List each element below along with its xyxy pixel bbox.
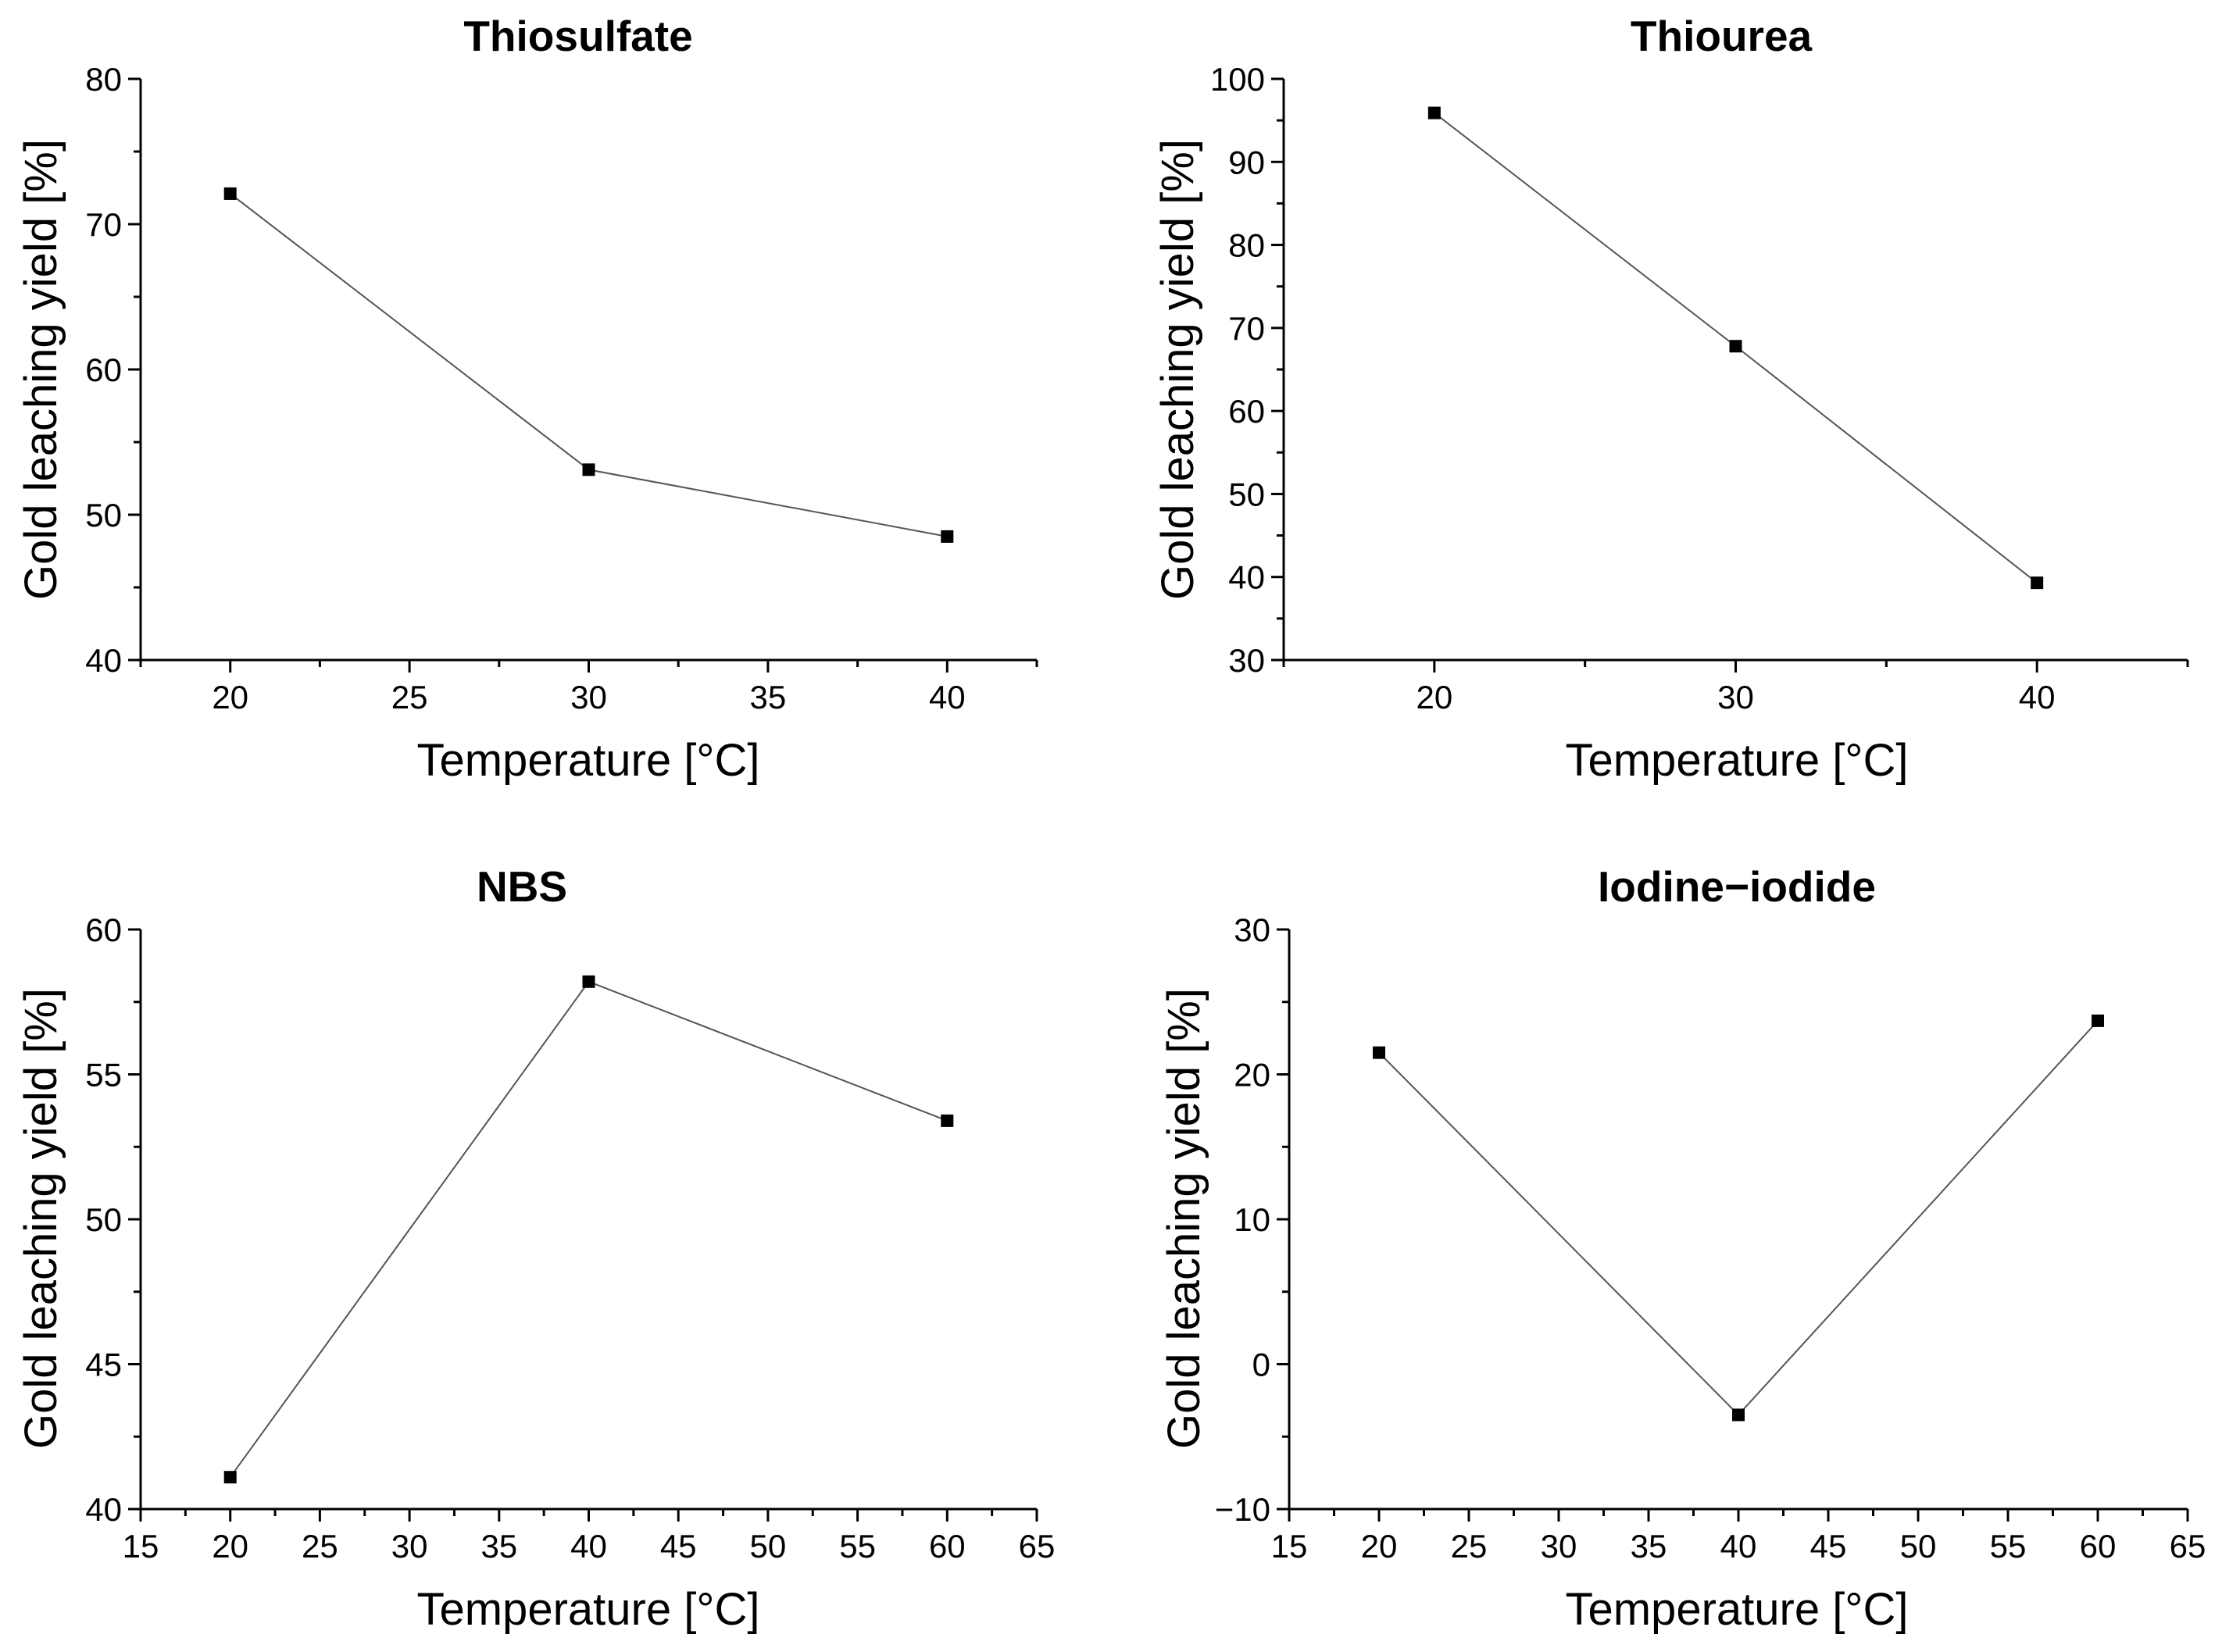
x-tick-label: 60 <box>2080 1528 2117 1565</box>
x-tick-label: 50 <box>750 1528 787 1565</box>
y-tick-label: 70 <box>85 206 122 243</box>
y-tick-label: 20 <box>1234 1057 1270 1094</box>
data-point <box>223 1471 237 1484</box>
panel-nbs: NBS Gold leaching yield [%] Temperature … <box>16 862 1055 1635</box>
x-tick-label: 35 <box>481 1528 517 1565</box>
x-axis-label: Temperature [°C] <box>1565 1584 1908 1635</box>
y-tick-label: 80 <box>85 61 122 98</box>
y-tick-label: 40 <box>85 1491 122 1528</box>
x-axis-label: Temperature [°C] <box>1565 735 1908 786</box>
data-point <box>1732 1408 1745 1422</box>
x-tick-label: 40 <box>929 679 966 715</box>
x-tick-label: 45 <box>1810 1528 1847 1565</box>
x-tick-label: 20 <box>212 1528 248 1565</box>
chart-title: Thiosulfate <box>463 12 692 60</box>
x-tick-label: 20 <box>212 679 248 715</box>
y-axis-label: Gold leaching yield [%] <box>16 139 66 600</box>
x-tick-label: 15 <box>1271 1528 1308 1565</box>
y-tick-label: 60 <box>1228 393 1265 430</box>
y-tick-label: 100 <box>1210 61 1265 98</box>
y-tick-label: 90 <box>1228 144 1265 180</box>
x-tick-label: 15 <box>123 1528 159 1565</box>
data-point <box>1427 106 1441 120</box>
y-tick-label: 60 <box>85 351 122 388</box>
y-axis-label: Gold leaching yield [%] <box>1159 988 1209 1449</box>
x-tick-label: 55 <box>839 1528 876 1565</box>
x-tick-label: 30 <box>1541 1528 1577 1565</box>
x-tick-label: 35 <box>750 679 787 715</box>
y-tick-label: −10 <box>1215 1491 1270 1528</box>
y-tick-label: 30 <box>1234 912 1270 948</box>
data-point <box>941 1114 954 1127</box>
x-tick-label: 40 <box>570 1528 607 1565</box>
x-tick-label: 25 <box>391 679 428 715</box>
x-tick-label: 50 <box>1900 1528 1937 1565</box>
data-point <box>941 530 954 543</box>
x-tick-label: 30 <box>570 679 607 715</box>
series-line <box>1378 1020 2099 1416</box>
x-tick-label: 40 <box>2019 679 2056 715</box>
x-tick-label: 20 <box>1361 1528 1398 1565</box>
y-tick-label: 10 <box>1234 1201 1270 1238</box>
x-tick-label: 65 <box>2170 1528 2206 1565</box>
data-point <box>2092 1014 2104 1027</box>
y-tick-label: 0 <box>1252 1347 1270 1383</box>
x-tick-label: 45 <box>660 1528 697 1565</box>
y-tick-label: 50 <box>85 1201 122 1238</box>
y-tick-label: 45 <box>85 1347 122 1383</box>
x-tick-label: 65 <box>1019 1528 1056 1565</box>
x-tick-label: 30 <box>1717 679 1754 715</box>
panel-thiourea: Thiourea Gold leaching yield [%] Tempera… <box>1152 12 2189 786</box>
data-point <box>1373 1046 1385 1059</box>
y-axis-label: Gold leaching yield [%] <box>16 988 66 1449</box>
data-point <box>1729 340 1742 353</box>
data-point <box>582 463 595 476</box>
x-tick-label: 25 <box>1451 1528 1488 1565</box>
data-point <box>582 975 595 988</box>
x-tick-label: 20 <box>1416 679 1452 715</box>
y-axis-label: Gold leaching yield [%] <box>1152 139 1203 600</box>
y-tick-label: 70 <box>1228 310 1265 347</box>
panel-thiosulfate: Thiosulfate Gold leaching yield [%] Temp… <box>16 12 1038 786</box>
y-tick-label: 30 <box>1228 642 1265 679</box>
x-tick-label: 55 <box>1990 1528 2027 1565</box>
chart-title: Thiourea <box>1631 12 1813 60</box>
panel-iodine-iodide: Iodine−iodide Gold leaching yield [%] Te… <box>1159 862 2206 1635</box>
x-axis-label: Temperature [°C] <box>416 1584 759 1635</box>
chart-title: Iodine−iodide <box>1598 862 1876 911</box>
x-tick-label: 30 <box>391 1528 428 1565</box>
series-line <box>230 193 948 537</box>
data-point <box>223 187 237 200</box>
y-tick-label: 40 <box>1228 559 1265 596</box>
y-tick-label: 40 <box>85 642 122 679</box>
y-tick-label: 50 <box>85 497 122 533</box>
x-tick-label: 60 <box>929 1528 966 1565</box>
y-tick-label: 80 <box>1228 227 1265 264</box>
x-tick-label: 25 <box>302 1528 338 1565</box>
x-tick-label: 40 <box>1720 1528 1757 1565</box>
series-line <box>229 980 948 1478</box>
x-axis-label: Temperature [°C] <box>416 735 759 786</box>
y-tick-label: 50 <box>1228 476 1265 512</box>
y-tick-label: 60 <box>85 912 122 948</box>
chart-title: NBS <box>477 862 567 911</box>
data-point <box>2031 576 2044 590</box>
y-tick-label: 55 <box>85 1057 122 1094</box>
x-tick-label: 35 <box>1631 1528 1667 1565</box>
